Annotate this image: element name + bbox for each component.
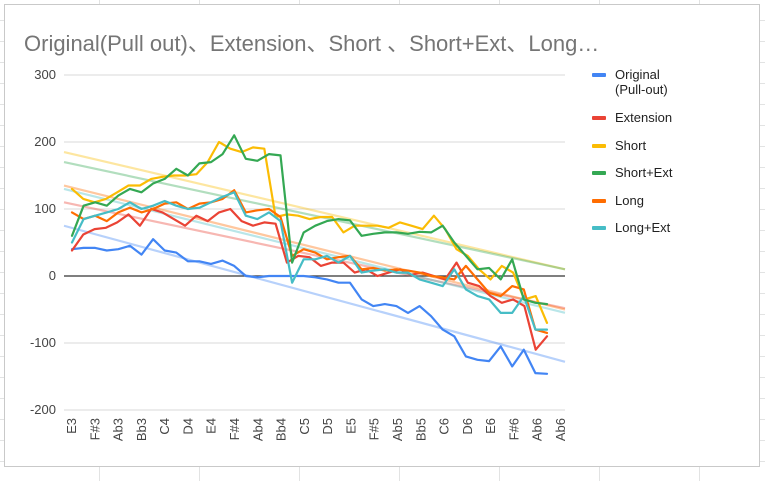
y-tick-label: -200 <box>30 402 56 417</box>
x-tick-label: E5 <box>343 418 358 434</box>
x-tick-label: F#4 <box>227 418 242 440</box>
chart-title: Original(Pull out)、Extension、Short 、Shor… <box>24 31 600 56</box>
x-tick-label: C6 <box>437 418 452 435</box>
x-tick-label: Ab3 <box>111 418 126 441</box>
x-tick-label: D6 <box>460 418 475 435</box>
legend-label: Extension <box>615 110 672 125</box>
legend-label: Original (Pull-out) <box>615 67 668 97</box>
x-tick-label: E3 <box>64 418 79 434</box>
x-tick-label: Bb4 <box>274 418 289 441</box>
x-tick-label: F#6 <box>506 418 521 440</box>
legend-label: Short <box>615 138 646 153</box>
legend-label: Long+Ext <box>615 220 671 235</box>
y-axis-ticks: 300 200 100 0 -100 -200 <box>30 67 56 417</box>
legend-swatch <box>592 226 606 230</box>
x-tick-label: C4 <box>157 418 172 435</box>
trendline-series-1 <box>63 201 566 310</box>
gridlines <box>64 74 565 411</box>
x-tick-label: Bb5 <box>413 418 428 441</box>
series-line-0[interactable] <box>70 238 549 375</box>
legend: Original (Pull-out) Extension Short Short+Ex… <box>592 67 673 235</box>
legend-swatch <box>592 199 606 203</box>
legend-swatch <box>592 144 606 148</box>
x-tick-label: C5 <box>297 418 312 435</box>
y-tick-label: 0 <box>49 268 56 283</box>
trendline-series-4 <box>63 184 566 311</box>
x-tick-label: F#5 <box>367 418 382 440</box>
series-line-5[interactable] <box>70 191 549 331</box>
legend-label: Long <box>615 193 644 208</box>
y-tick-label: 100 <box>34 201 56 216</box>
x-tick-label: F#3 <box>87 418 102 440</box>
legend-swatch <box>592 73 606 77</box>
legend-label: Short+Ext <box>615 165 673 180</box>
x-axis-ticks: E3 F#3 Ab3 Bb3 C4 D4 E4 F#4 Ab4 Bb4 C5 D5 E5 F#5 Ab5 Bb… <box>64 418 568 441</box>
trendlines <box>63 150 566 363</box>
series-line-4[interactable] <box>70 189 549 334</box>
chart-container[interactable] <box>4 4 760 467</box>
x-tick-label: D5 <box>320 418 335 435</box>
x-tick-label: E4 <box>204 418 219 434</box>
series-line-2[interactable] <box>70 140 549 324</box>
x-tick-label: Bb3 <box>134 418 149 441</box>
x-tick-label: D4 <box>180 418 195 435</box>
x-tick-label: Ab6 <box>530 418 545 441</box>
y-tick-label: -100 <box>30 335 56 350</box>
legend-swatch <box>592 171 606 175</box>
y-tick-label: 300 <box>34 67 56 82</box>
x-tick-label: Ab5 <box>390 418 405 441</box>
trendline-series-2 <box>63 150 566 271</box>
x-tick-label: Ab4 <box>250 418 265 441</box>
y-tick-label: 200 <box>34 134 56 149</box>
x-tick-label: E6 <box>483 418 498 434</box>
series-lines <box>70 134 549 375</box>
x-tick-label: Ab6 <box>553 418 568 441</box>
series-line-3[interactable] <box>70 134 549 306</box>
legend-swatch <box>592 116 606 120</box>
